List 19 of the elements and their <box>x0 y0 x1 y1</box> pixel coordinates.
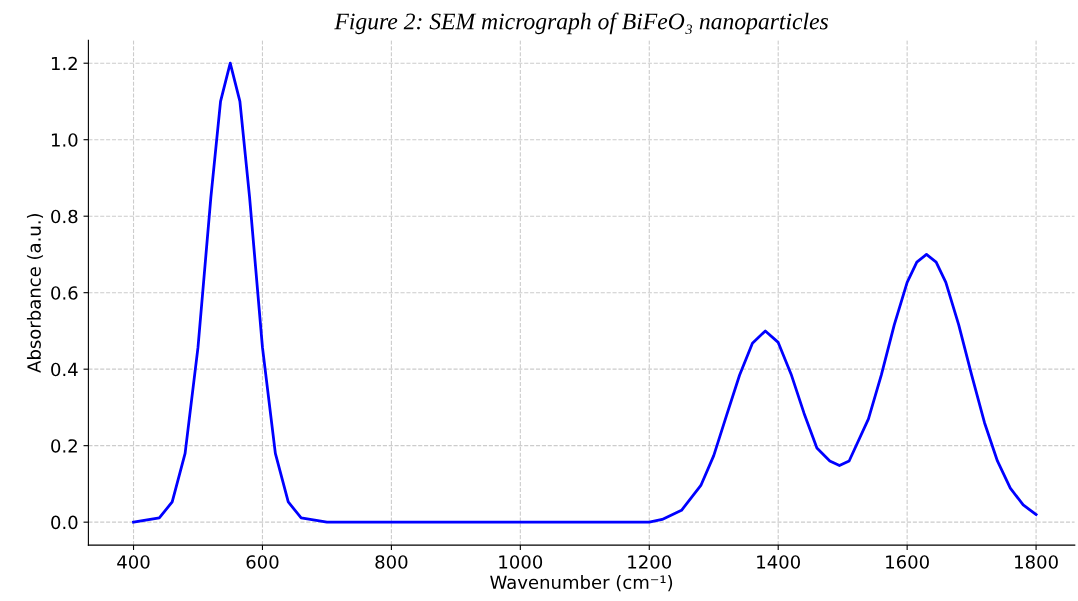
x-tick-label: 1800 <box>1015 555 1058 569</box>
x-tick-label: 1200 <box>628 555 672 569</box>
chart-title: Figure 2: SEM micrograph of BiFeO₃ nanoparticles <box>334 12 829 35</box>
y-tick-label: 0.6 <box>51 286 78 300</box>
y-axis-title: Absorbance (a.u.) <box>26 213 44 373</box>
y-tick-label: 0.2 <box>51 439 77 453</box>
y-tick-label: 1.0 <box>51 133 78 147</box>
x-tick-label: 600 <box>246 555 279 569</box>
x-tick-label: 800 <box>375 555 408 569</box>
y-tick-label: 0.8 <box>51 209 78 224</box>
y-tick-label: 1.2 <box>51 56 77 71</box>
x-tick-label: 1000 <box>499 555 543 569</box>
x-tick-label: 400 <box>117 555 150 569</box>
y-tick-label: 0.4 <box>51 362 78 377</box>
x-tick-label: 1600 <box>886 555 929 569</box>
x-axis-title: Wavenumber (cm⁻¹) <box>490 575 673 592</box>
line-series <box>132 61 1038 524</box>
y-tick-label: 0.0 <box>51 515 78 530</box>
x-tick-label: 1400 <box>757 555 800 569</box>
